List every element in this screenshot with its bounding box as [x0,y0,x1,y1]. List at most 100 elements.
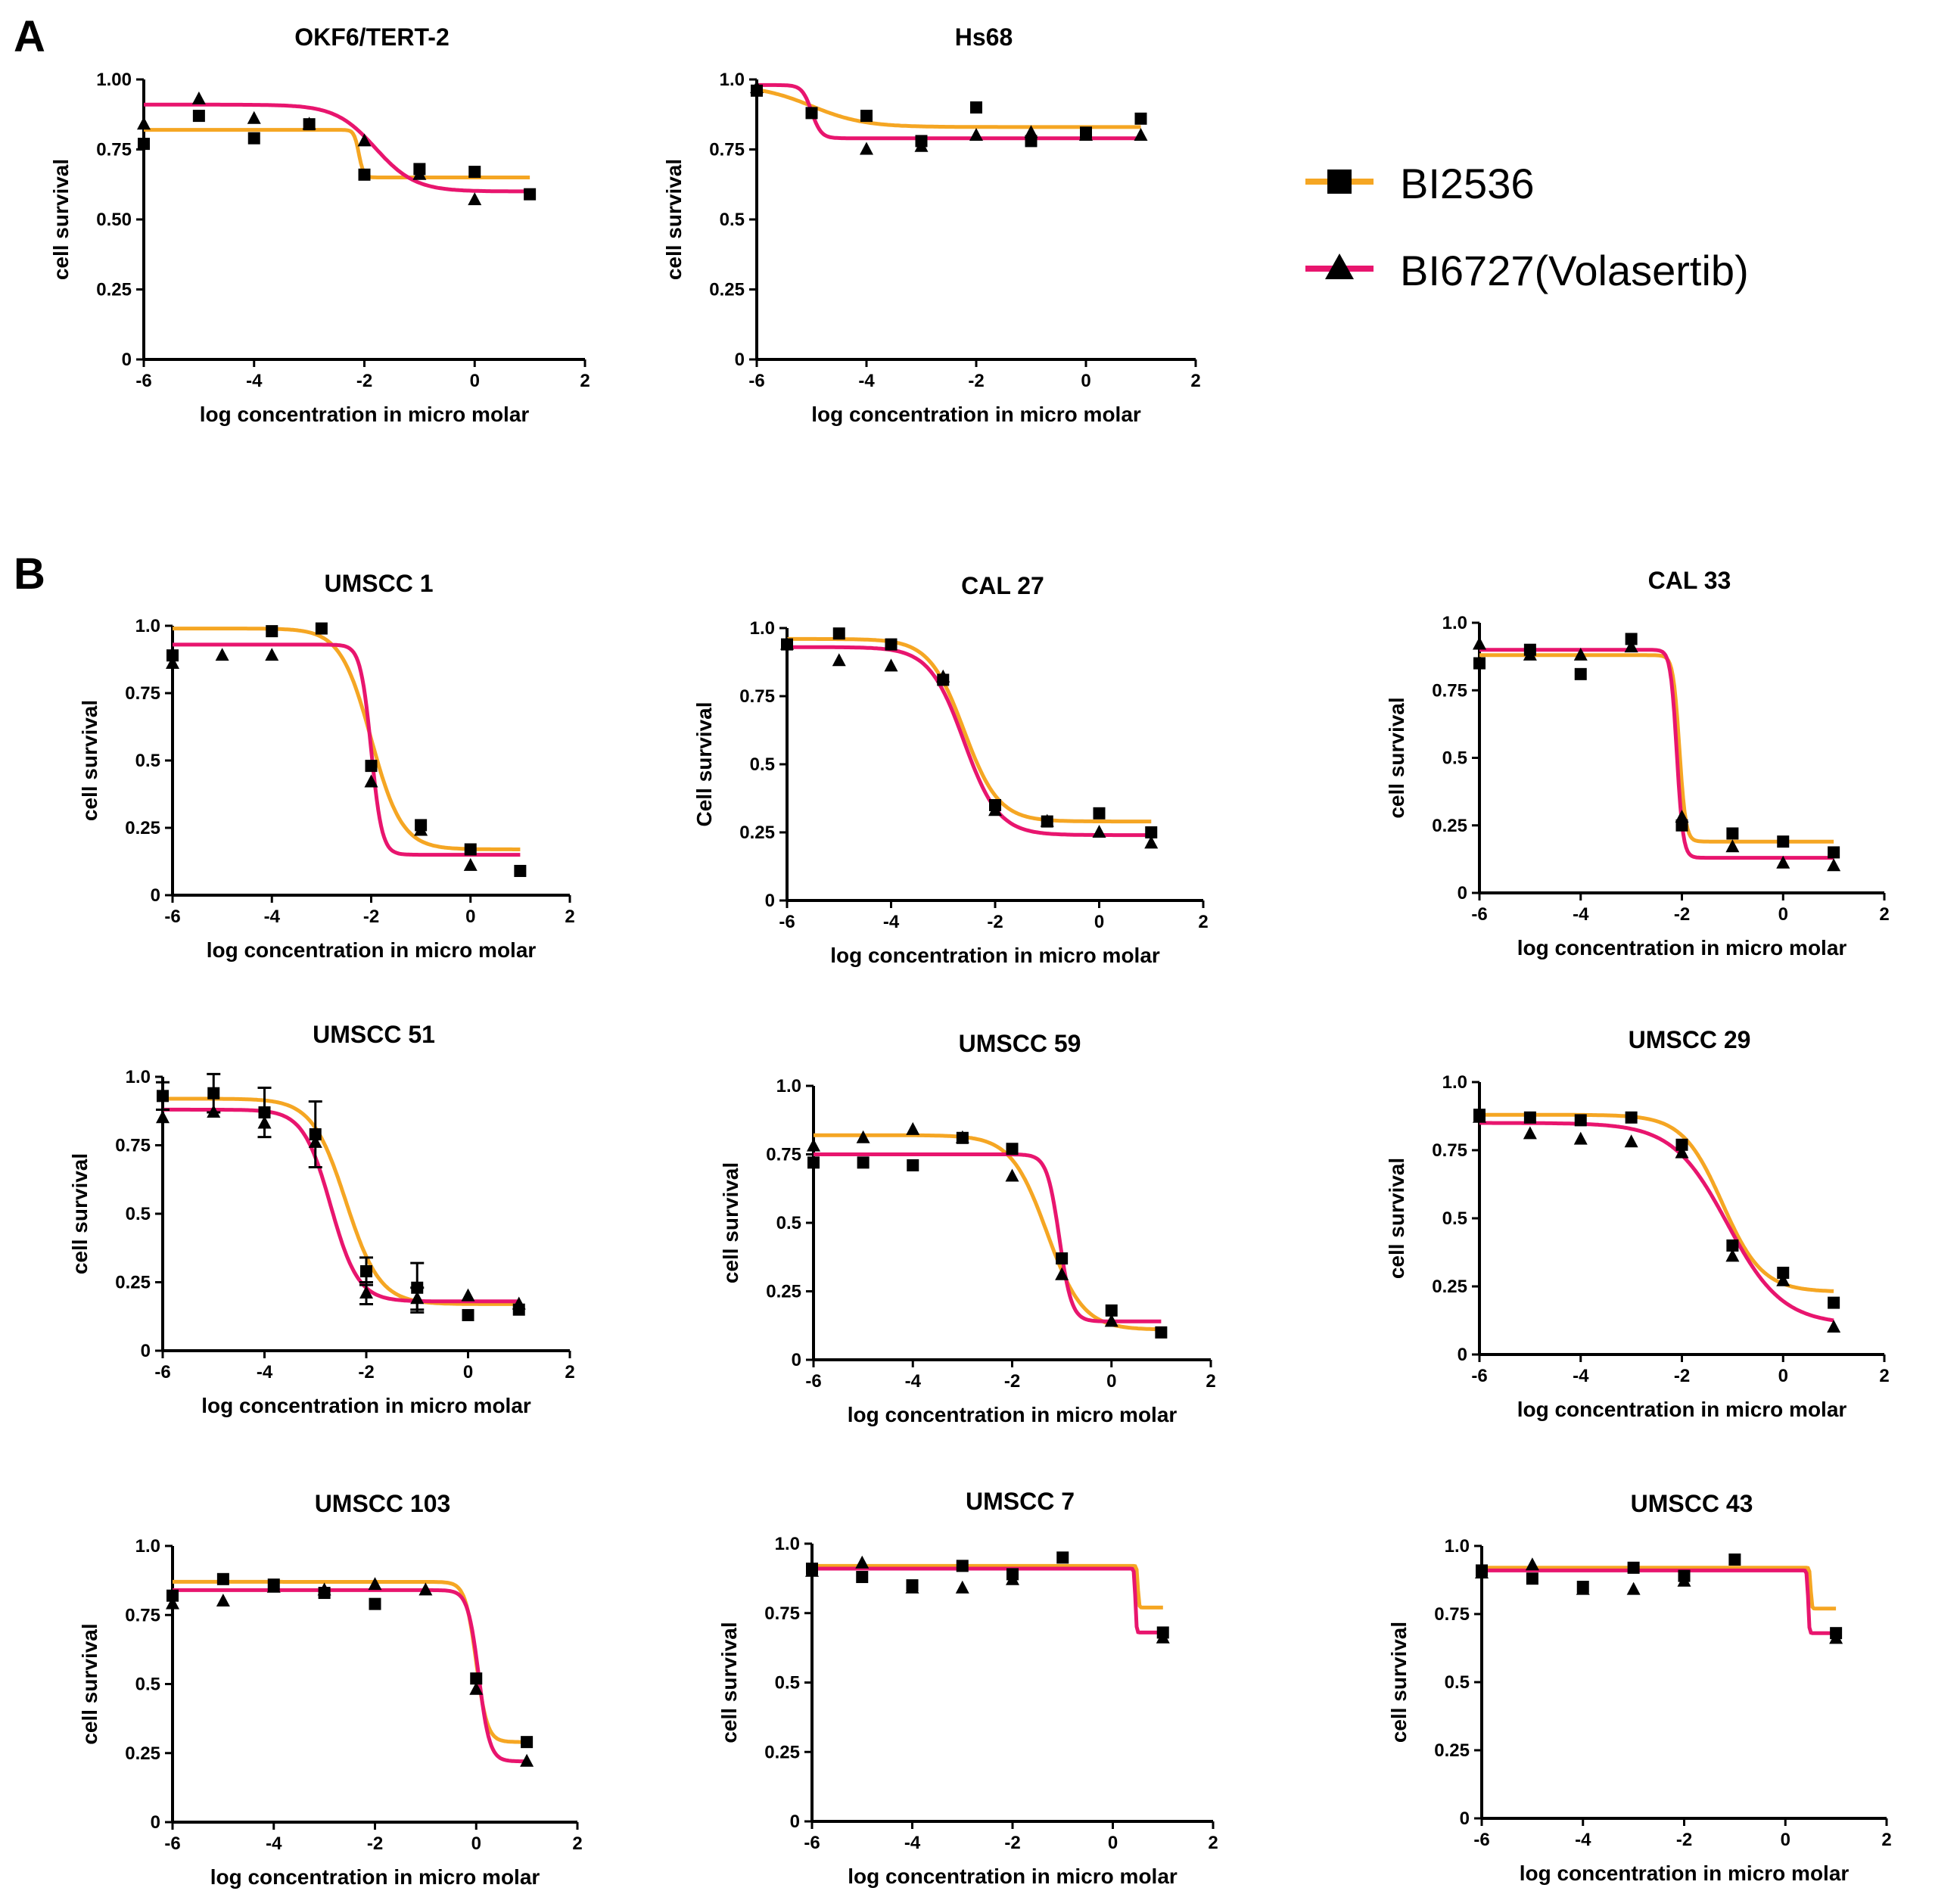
chart-title: CAL 33 [1648,567,1731,594]
data-point-square [1777,835,1790,848]
x-axis-label: log concentration in micro molar [848,1865,1178,1888]
data-point-square [360,1265,372,1278]
data-point-triangle [969,128,983,141]
y-tick-label: 0 [790,1812,800,1832]
y-tick-label: 0.50 [96,210,132,230]
x-axis-label: log concentration in micro molar [848,1403,1178,1426]
x-tick-label: -4 [246,371,263,391]
data-point-square [411,1281,424,1294]
data-point-square [1156,1626,1169,1639]
data-point-square [1473,657,1486,670]
data-point-square [806,1563,818,1575]
fit-curve-bi2536 [1479,653,1834,844]
y-tick-label: 0 [1460,1809,1470,1829]
data-point-triangle [463,857,478,871]
data-point-square [1105,1304,1118,1317]
data-point-square [1576,1581,1589,1593]
data-point-square [1830,1627,1843,1640]
data-point-triangle [469,1681,484,1695]
y-axis-label: cell survival [78,1623,101,1744]
x-tick-label: 2 [1206,1371,1215,1392]
data-point-square [1145,826,1158,838]
fit-curve-bi6727 [787,645,1152,838]
x-axis-label: log concentration in micro molar [1517,1398,1847,1421]
data-point-square [470,1672,483,1685]
data-point-triangle [1624,1134,1638,1148]
data-point-triangle [856,1130,870,1143]
fit-curve-bi2536 [163,1096,519,1306]
y-axis-label: cell survival [1387,1622,1411,1743]
data-point-square [937,673,950,686]
y-tick-label: 0 [765,891,775,911]
x-tick-label: -2 [1004,1371,1020,1392]
data-point-square [1025,135,1038,148]
y-tick-label: 1.0 [775,1534,800,1554]
y-tick-label: 0.25 [115,1273,151,1293]
chart-cal27: CAL 27 -6 -4 -2 0 2 0 0.25 0.5 0.75 1.0 log concent… [692,572,1209,967]
data-point-triangle [520,1753,534,1767]
legend-label-bi2536: BI2536 [1400,160,1535,207]
y-tick-label: 1.0 [1442,1072,1467,1093]
data-point-square [781,638,793,651]
fit-curve-bi6727 [173,642,521,857]
x-tick-label: 2 [1198,912,1208,932]
data-point-square [464,843,477,856]
chart-title: UMSCC 59 [959,1030,1081,1057]
data-point-square [1093,807,1106,820]
data-point-triangle [1573,647,1588,661]
x-tick-label: -2 [1676,1830,1692,1850]
legend-square-marker [1327,170,1352,194]
x-axis-label: log concentration in micro molar [811,403,1141,426]
data-point-square [1473,1109,1486,1121]
data-point-square [216,1572,229,1585]
data-point-square [1678,1569,1691,1582]
x-tick-label: -4 [1573,904,1589,925]
data-point-triangle [1827,1320,1841,1333]
data-point-triangle [216,1594,230,1606]
x-axis-label: log concentration in micro molar [207,938,537,962]
x-tick-label: -2 [968,371,984,391]
y-tick-label: 0 [122,350,132,370]
x-axis-label: log concentration in micro molar [830,944,1160,967]
data-point-square [157,1090,169,1103]
data-point-triangle [359,1285,373,1299]
y-tick-label: 0.25 [125,1743,160,1764]
data-point-triangle [1024,125,1038,138]
data-point-triangle [166,1596,179,1610]
data-point-square [358,168,371,181]
data-point-square [1006,1568,1019,1581]
x-tick-label: 2 [1879,904,1889,925]
data-point-square [1627,1561,1640,1574]
y-tick-label: 0.25 [125,818,160,838]
data-point-triangle [1473,636,1486,650]
charts: OKF6/TERT-2-6 -4 -2 0 200.250.500.751.00log … [49,23,1892,1889]
data-point-square [1675,819,1688,832]
chart-title: OKF6/TERT-2 [294,23,449,51]
data-point-square [267,1578,280,1591]
y-tick-label: 1.0 [1442,613,1467,633]
data-point-square [1777,1267,1790,1279]
data-point-square [192,110,205,123]
y-tick-label: 1.0 [750,618,775,639]
fit-curve-bi2536 [787,636,1152,824]
chart-umscc7: UMSCC 7 -6 -4 -2 0 2 0 0.25 0.5 0.75 1.0 log concen… [717,1488,1218,1888]
y-tick-label: 1.0 [126,1067,151,1087]
x-axis-label: log concentration in micro molar [200,403,530,426]
y-axis-label: Cell survival [692,702,716,827]
y-axis-label: cell survival [68,1153,92,1274]
x-tick-label: 0 [463,1362,473,1382]
data-point-triangle [1624,639,1638,653]
x-tick-label: -4 [883,912,900,932]
fit-curve-bi6727 [1482,1568,1837,1635]
data-point-square [369,1597,381,1610]
x-tick-label: 0 [470,371,480,391]
legend: BI2536 BI6727(Volasertib) [1305,160,1749,294]
y-tick-label: 1.0 [135,616,160,636]
data-point-square [524,188,537,201]
data-point-square [860,110,873,123]
data-point-square [1726,1239,1739,1252]
data-point-square [832,627,845,640]
x-axis-label: log concentration in micro molar [210,1865,540,1889]
data-point-triangle [357,133,372,147]
data-point-triangle [1573,1131,1588,1145]
